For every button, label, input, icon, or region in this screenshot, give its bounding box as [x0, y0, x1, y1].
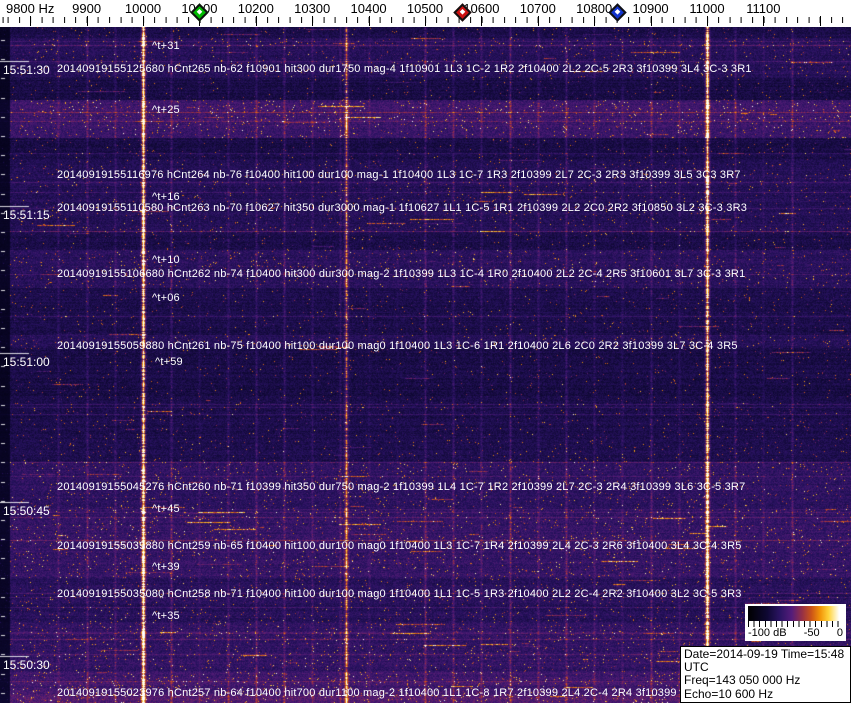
frequency-major-tick: [312, 16, 314, 26]
frequency-major-tick: [650, 16, 652, 26]
frequency-major-tick: [763, 16, 765, 26]
frequency-tick-label: 10400: [350, 1, 387, 16]
frequency-tick-label: 10300: [294, 1, 331, 16]
color-scale-labels: -100 dB -50 0: [745, 627, 846, 639]
info-station-id: HPHK: [684, 700, 847, 703]
color-scale-ticks: [748, 621, 843, 627]
frequency-major-tick: [594, 16, 596, 26]
frequency-tick-label: 10600: [463, 1, 500, 16]
frequency-tick-label: 10000: [124, 1, 162, 16]
frequency-major-tick: [481, 16, 483, 26]
db-color-scale: -100 dB -50 0: [745, 604, 846, 641]
frequency-major-tick: [425, 16, 426, 26]
spectrogram-waterfall[interactable]: [0, 27, 851, 703]
frequency-scale[interactable]: 9800 Hz990010000101001020010300104001050…: [0, 0, 851, 27]
frequency-major-tick: [707, 16, 708, 26]
frequency-major-tick: [537, 16, 539, 26]
frequency-major-tick: [819, 16, 821, 26]
frequency-major-tick: [368, 16, 370, 26]
frequency-major-tick: [86, 16, 88, 26]
info-echo-frequency: Echo=10 600 Hz: [684, 686, 774, 701]
color-gradient-bar: [748, 606, 843, 621]
frequency-major-tick: [30, 16, 32, 26]
status-info-box: Date=2014-09-19 Time=15:48 UTC Freq=143 …: [680, 646, 851, 703]
db-mid-label: -50: [803, 627, 820, 639]
frequency-tick-label: 10200: [237, 1, 274, 16]
db-max-label: 0: [836, 627, 843, 639]
frequency-major-tick: [143, 16, 144, 26]
frequency-tick-label: 10800: [576, 1, 613, 16]
frequency-tick-label: 10900: [632, 1, 669, 16]
db-min-label: -100 dB: [748, 627, 787, 639]
frequency-tick-label: 11100: [746, 1, 781, 16]
frequency-tick-label: 9900: [72, 1, 102, 16]
frequency-major-tick: [255, 16, 257, 26]
frequency-tick-label: 10700: [519, 1, 556, 16]
frequency-tick-label: 11000: [689, 1, 725, 16]
info-frequency: Freq=143 050 000 Hz: [684, 673, 801, 688]
frequency-tick-label: 9800 Hz: [5, 1, 55, 16]
info-date-time: Date=2014-09-19 Time=15:48 UTC: [684, 647, 845, 675]
frequency-tick-label: 10500: [406, 1, 444, 16]
